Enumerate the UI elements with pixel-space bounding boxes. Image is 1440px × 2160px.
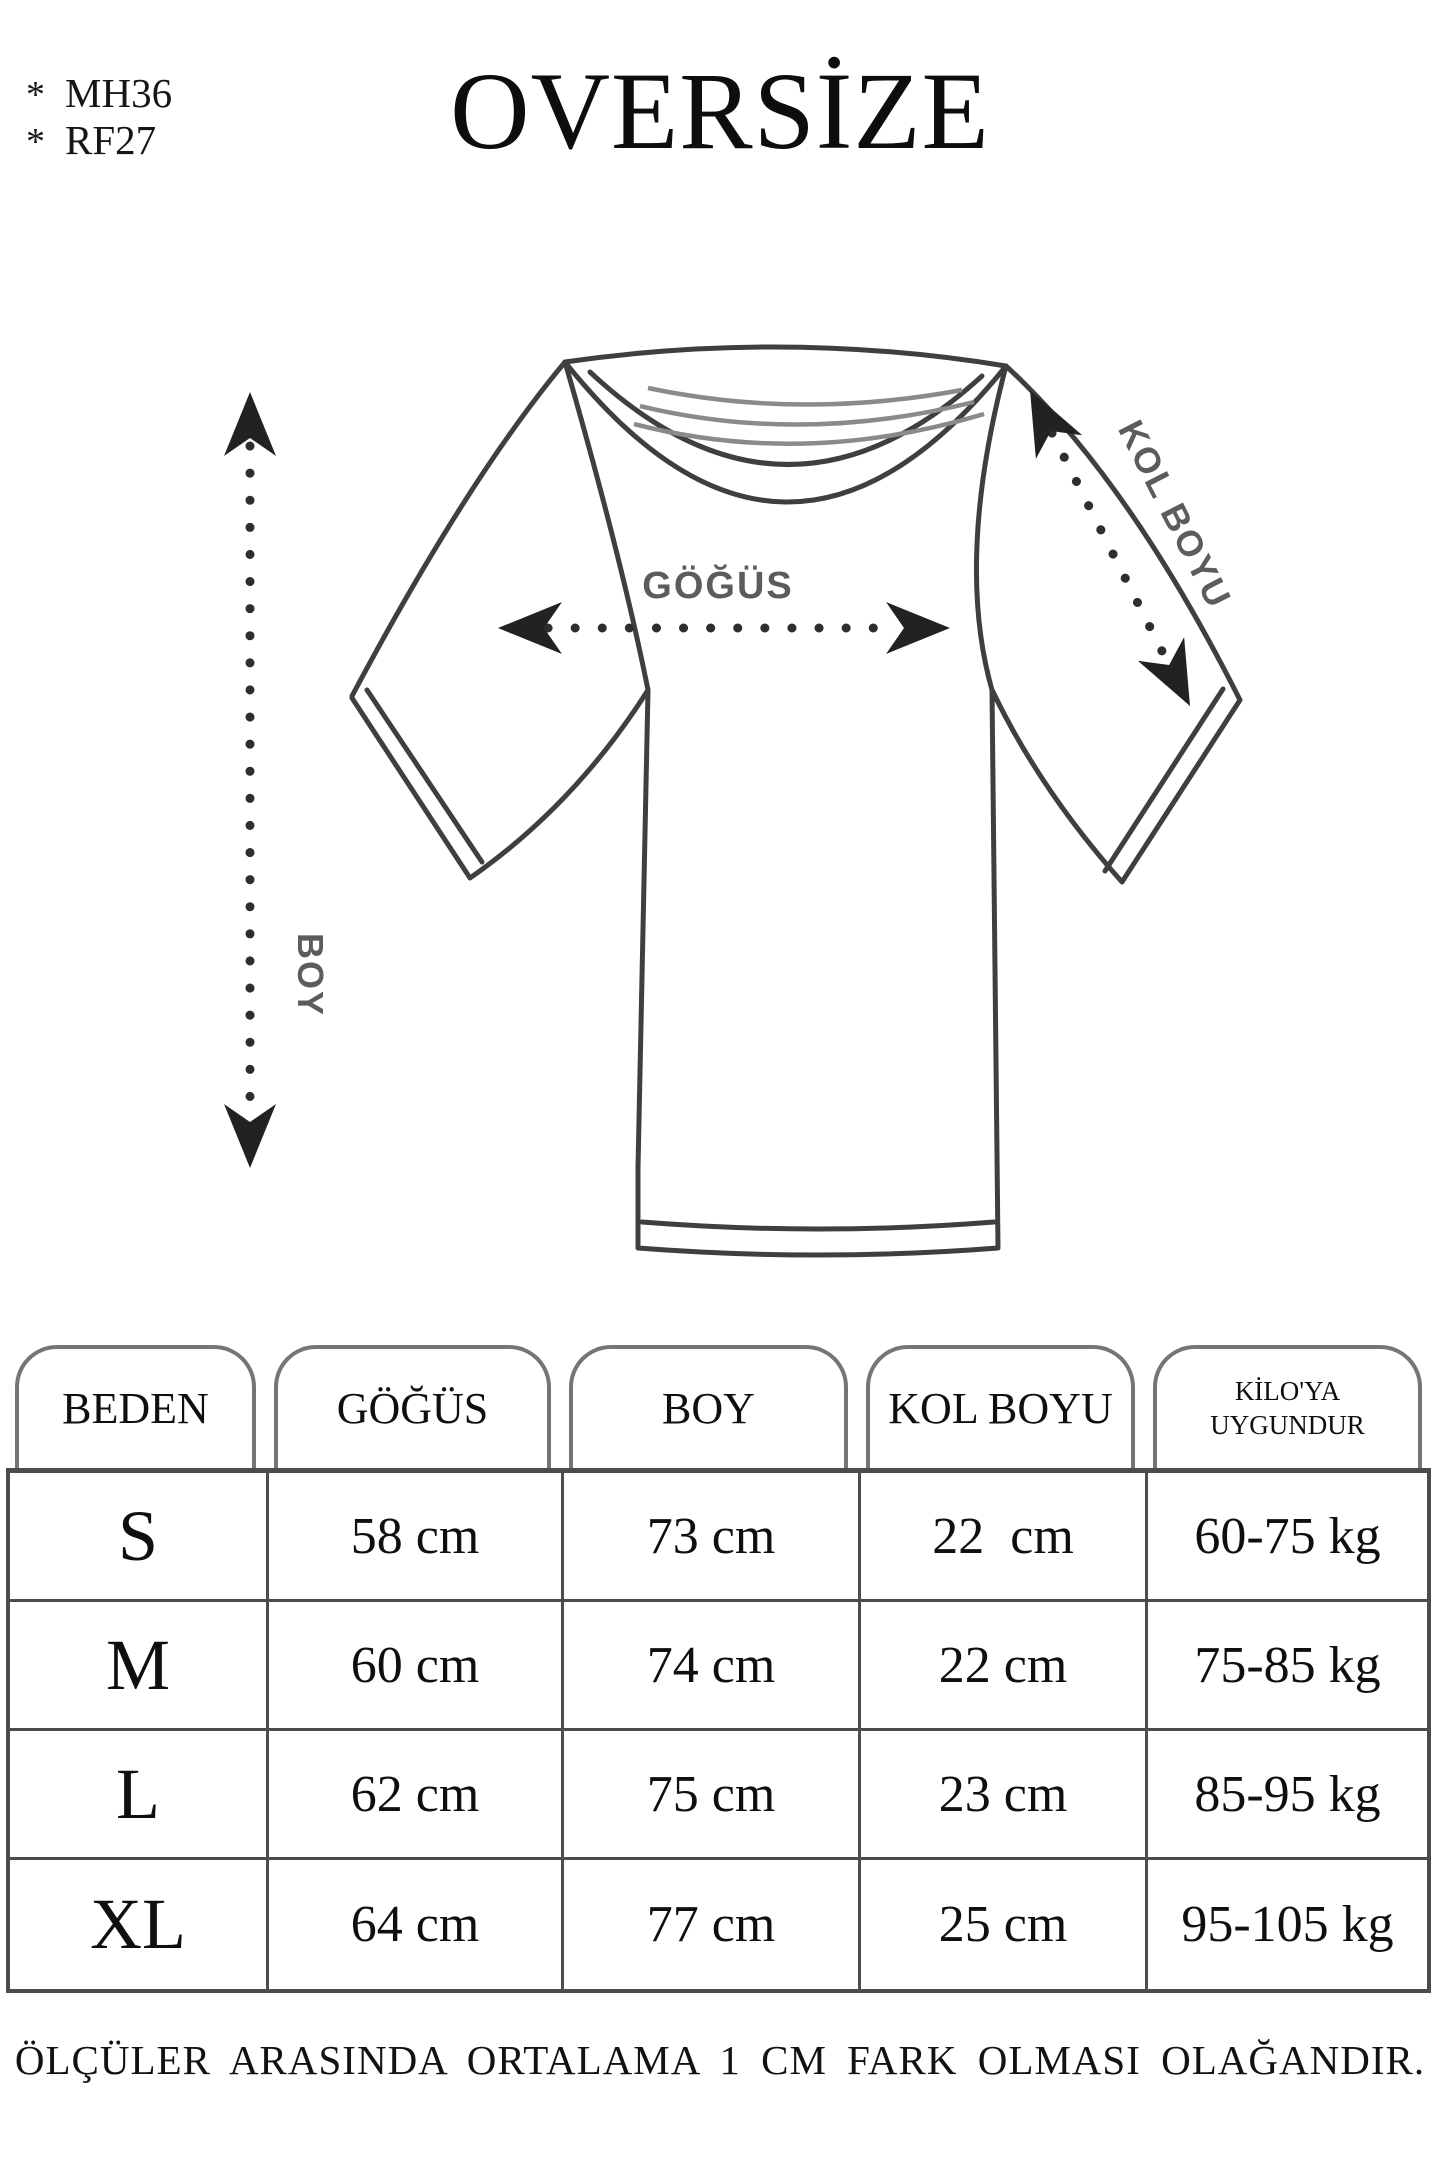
length-label: BOY (290, 933, 331, 1017)
arrowhead-downright-icon (1137, 637, 1190, 706)
arrowhead-up-icon (224, 392, 276, 456)
header-kiloya-uygundur: KİLO'YA UYGUNDUR (1153, 1345, 1422, 1468)
sleeve-cell: 22 cm (861, 1473, 1148, 1602)
arrowhead-right-icon (886, 602, 950, 654)
header-kol-boyu: KOL BOYU (866, 1345, 1135, 1468)
rib-stripe (633, 411, 985, 446)
header-col: BEDEN (6, 1345, 265, 1468)
page-title: OVERSİZE (450, 50, 990, 172)
size-cell: M (10, 1602, 269, 1731)
left-armhole-seam (562, 359, 651, 693)
header-label: BEDEN (62, 1384, 209, 1433)
sleeve-cell: 22 cm (861, 1602, 1148, 1731)
rib-stripe (647, 385, 963, 407)
product-codes: * MH36 * RF27 (26, 70, 172, 165)
header-beden: BEDEN (15, 1345, 256, 1468)
header-label: KOL BOYU (888, 1384, 1113, 1433)
header-label: KİLO'YA UYGUNDUR (1210, 1375, 1365, 1440)
header-label: BOY (662, 1384, 755, 1433)
sleeve-cell: 23 cm (861, 1731, 1148, 1860)
header-col: BOY (560, 1345, 857, 1468)
product-code-line: * RF27 (26, 117, 172, 164)
length-cell: 74 cm (564, 1602, 861, 1731)
arrowhead-left-icon (498, 602, 562, 654)
size-table: BEDEN GÖĞÜS BOY KOL BOYU KİLO'YA UYGUNDU… (6, 1345, 1431, 1993)
product-code-line: * MH36 (26, 70, 172, 117)
sleeve-cell: 25 cm (861, 1860, 1148, 1989)
left-cuff-line (364, 687, 485, 865)
tshirt-outline (349, 344, 1243, 1258)
collar-inner-line (587, 369, 985, 467)
length-arrow: BOY (224, 392, 331, 1168)
header-boy: BOY (569, 1345, 848, 1468)
product-code: MH36 (65, 70, 173, 116)
header-col: KOL BOYU (857, 1345, 1144, 1468)
chest-cell: 58 cm (269, 1473, 564, 1602)
weight-cell: 60-75 kg (1148, 1473, 1427, 1602)
dotted-line (1047, 428, 1173, 668)
rib-stripe (639, 399, 975, 427)
size-table-header: BEDEN GÖĞÜS BOY KOL BOYU KİLO'YA UYGUNDU… (6, 1345, 1431, 1473)
arrowhead-down-icon (224, 1104, 276, 1168)
header-label: GÖĞÜS (336, 1384, 489, 1433)
weight-cell: 85-95 kg (1148, 1731, 1427, 1860)
size-cell: L (10, 1731, 269, 1860)
chest-cell: 60 cm (269, 1602, 564, 1731)
asterisk-bullet: * (26, 121, 45, 164)
arrowhead-upleft-icon (1030, 390, 1083, 459)
size-cell: XL (10, 1860, 269, 1989)
length-cell: 73 cm (564, 1473, 861, 1602)
header-col: GÖĞÜS (265, 1345, 560, 1468)
asterisk-bullet: * (26, 74, 45, 116)
size-cell: S (10, 1473, 269, 1602)
weight-cell: 75-85 kg (1148, 1602, 1427, 1731)
chest-label: GÖĞÜS (642, 563, 793, 607)
right-armhole-seam (973, 363, 1009, 693)
hem-line (639, 1219, 997, 1232)
chest-cell: 64 cm (269, 1860, 564, 1989)
chest-arrow: GÖĞÜS (498, 563, 950, 654)
measurement-disclaimer: ÖLÇÜLER ARASINDA ORTALAMA 1 CM FARK OLMA… (14, 2037, 1426, 2083)
header-gogus: GÖĞÜS (274, 1345, 551, 1468)
length-cell: 75 cm (564, 1731, 861, 1860)
product-code: RF27 (65, 117, 157, 164)
chest-cell: 62 cm (269, 1731, 564, 1860)
collar-rib-stripes (633, 385, 985, 446)
right-cuff-line (1102, 686, 1226, 874)
size-table-body: S 58 cm 73 cm 22 cm 60-75 kg M 60 cm 74 … (6, 1473, 1431, 1993)
weight-cell: 95-105 kg (1181, 1896, 1394, 1953)
length-cell: 77 cm (564, 1860, 861, 1989)
collar-outer-line (562, 359, 1009, 505)
header-col: KİLO'YA UYGUNDUR (1144, 1345, 1431, 1468)
tshirt-body (349, 344, 1243, 1258)
